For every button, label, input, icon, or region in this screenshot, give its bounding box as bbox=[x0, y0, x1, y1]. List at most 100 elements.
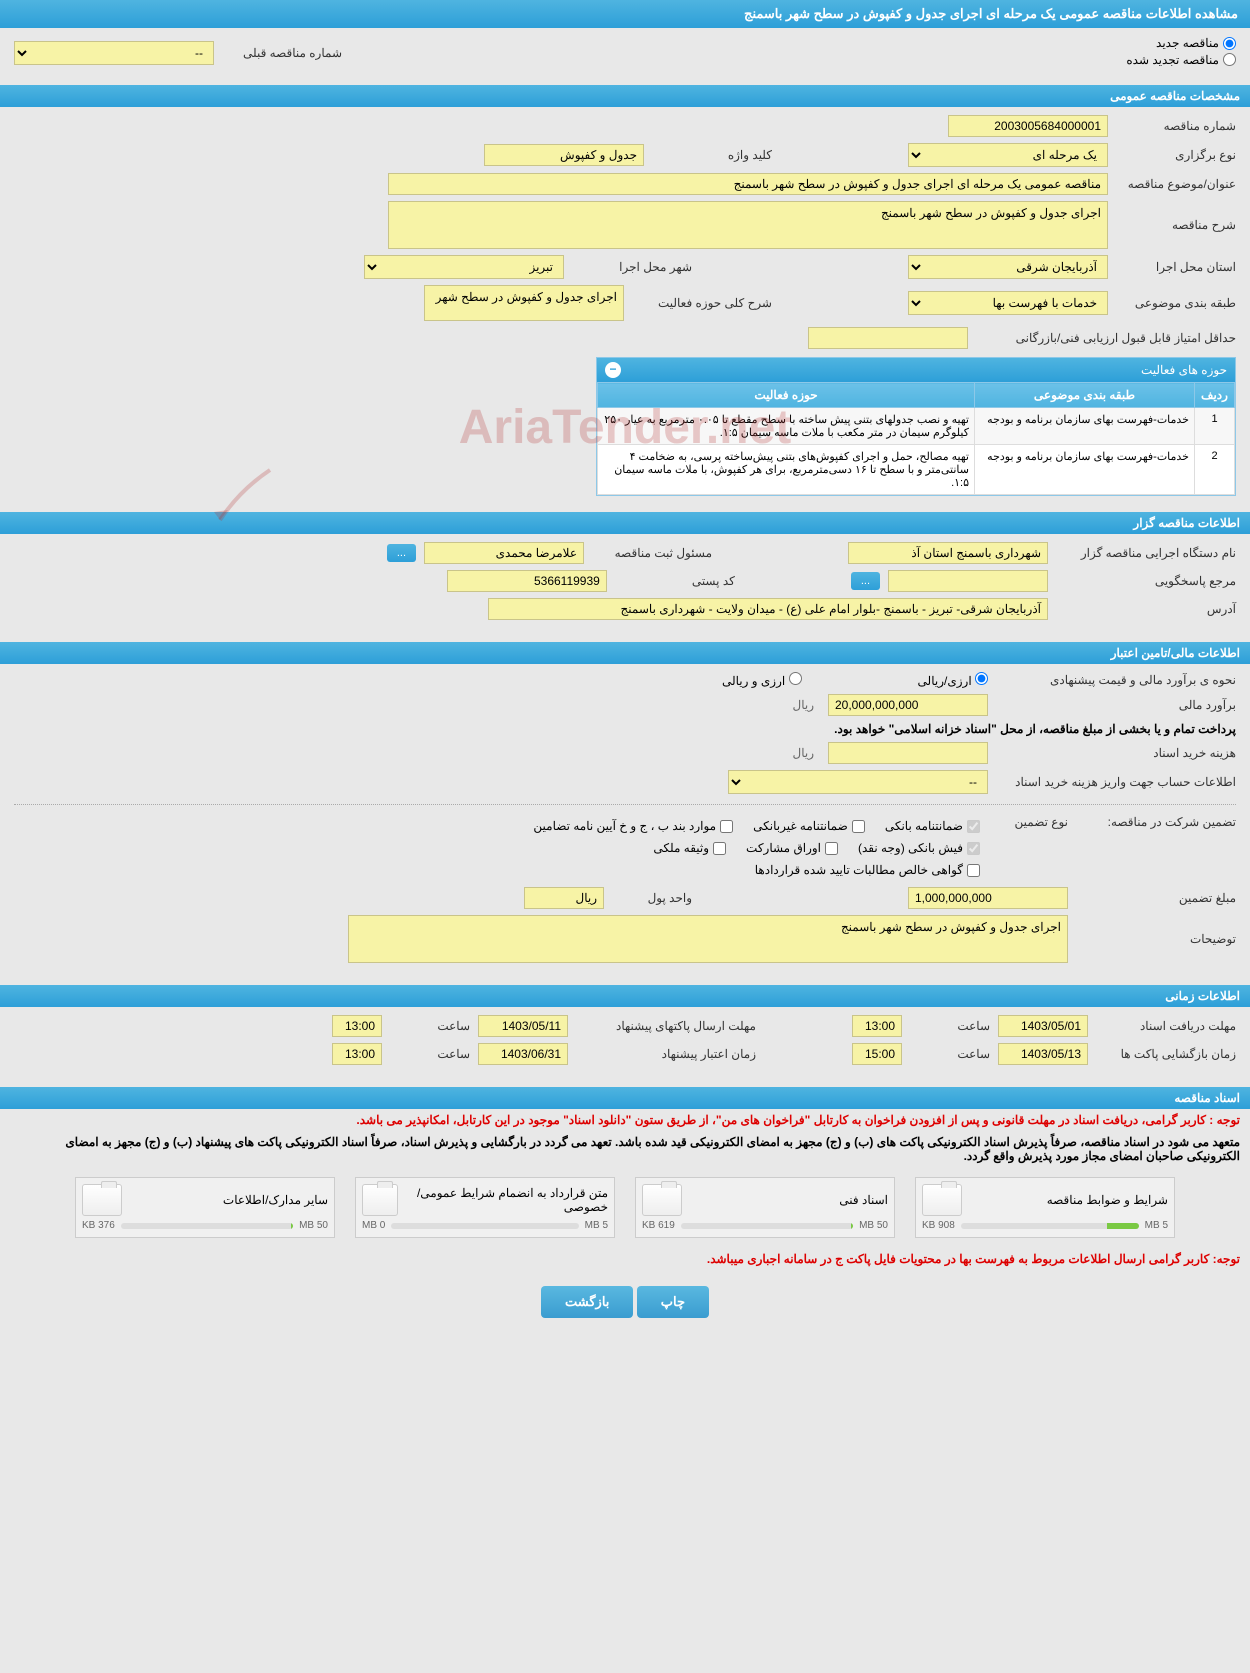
file-max: 50 MB bbox=[859, 1220, 888, 1231]
file-max: 5 MB bbox=[585, 1220, 608, 1231]
deadline-receive-date: 1403/05/01 bbox=[998, 1015, 1088, 1037]
file-max: 50 MB bbox=[299, 1220, 328, 1231]
type-label: نوع برگزاری bbox=[1116, 148, 1236, 162]
progress-bar bbox=[391, 1223, 578, 1229]
page-title: مشاهده اطلاعات مناقصه عمومی یک مرحله ای … bbox=[0, 0, 1250, 28]
file-size: 376 KB bbox=[82, 1220, 115, 1231]
opening-date: 1403/05/13 bbox=[998, 1043, 1088, 1065]
file-name: اسناد فنی bbox=[839, 1193, 888, 1207]
file-card[interactable]: سایر مدارک/اطلاعات 50 MB 376 KB bbox=[75, 1177, 335, 1238]
radio-currency[interactable]: ارزی و ریالی bbox=[722, 672, 802, 688]
city-label: شهر محل اجرا bbox=[572, 260, 692, 274]
guarantee-amount-field: 1,000,000,000 bbox=[908, 887, 1068, 909]
file-size: 908 KB bbox=[922, 1220, 955, 1231]
section-docs: اسناد مناقصه bbox=[0, 1087, 1250, 1109]
section-financial: اطلاعات مالی/تامین اعتبار bbox=[0, 642, 1250, 664]
file-size: 619 KB bbox=[642, 1220, 675, 1231]
contact-label: مرجع پاسخگویی bbox=[1056, 574, 1236, 588]
registrar-field: علامرضا محمدی bbox=[424, 542, 584, 564]
explain-label: توضیحات bbox=[1076, 932, 1236, 946]
type-select[interactable]: یک مرحله ای bbox=[908, 143, 1108, 167]
folder-icon bbox=[362, 1184, 398, 1216]
check-property[interactable]: وثیقه ملکی bbox=[653, 841, 726, 855]
table-row: 1خدمات-فهرست بهای سازمان برنامه و بودجهت… bbox=[598, 408, 1235, 445]
guarantee-amount-label: مبلغ تضمین bbox=[1076, 891, 1236, 905]
deadline-submit-label: مهلت ارسال پاکتهای پیشنهاد bbox=[576, 1019, 756, 1033]
progress-bar bbox=[681, 1223, 853, 1229]
estimate-label: برآورد مالی bbox=[996, 698, 1236, 712]
tender-number-label: شماره مناقصه bbox=[1116, 119, 1236, 133]
deadline-submit-time: 13:00 bbox=[332, 1015, 382, 1037]
keyword-label: کلید واژه bbox=[652, 148, 772, 162]
city-select[interactable]: تبریز bbox=[364, 255, 564, 279]
progress-bar bbox=[961, 1223, 1139, 1229]
account-label: اطلاعات حساب جهت واریز هزینه خرید اسناد bbox=[996, 775, 1236, 789]
tender-number-field: 2003005684000001 bbox=[948, 115, 1108, 137]
minimize-icon[interactable]: − bbox=[605, 362, 621, 378]
registrar-more-button[interactable]: ... bbox=[387, 544, 416, 562]
explain-field: اجرای جدول و کفپوش در سطح شهر باسمنج bbox=[348, 915, 1068, 963]
file-card[interactable]: اسناد فنی 50 MB 619 KB bbox=[635, 1177, 895, 1238]
guarantee-type-label: نوع تضمین bbox=[988, 815, 1068, 829]
deadline-submit-date: 1403/05/11 bbox=[478, 1015, 568, 1037]
file-max: 5 MB bbox=[1145, 1220, 1168, 1231]
file-size: 0 MB bbox=[362, 1220, 385, 1231]
time-label4: ساعت bbox=[390, 1047, 470, 1061]
radio-new-tender[interactable]: مناقصه جدید bbox=[1156, 36, 1236, 50]
min-score-field bbox=[808, 327, 968, 349]
activities-table: حوزه های فعالیت − ردیف طبقه بندی موضوعی … bbox=[596, 357, 1236, 496]
category-select[interactable]: خدمات با فهرست بها bbox=[908, 291, 1108, 315]
file-card[interactable]: متن قرارداد به انضمام شرایط عمومی/خصوصی … bbox=[355, 1177, 615, 1238]
province-select[interactable]: آذربایجان شرقی bbox=[908, 255, 1108, 279]
file-name: شرایط و ضوابط مناقصه bbox=[1047, 1193, 1168, 1207]
deadline-receive-label: مهلت دریافت اسناد bbox=[1096, 1019, 1236, 1033]
col-activity: حوزه فعالیت bbox=[598, 383, 975, 408]
prev-number-label: شماره مناقصه قبلی bbox=[222, 46, 342, 60]
check-other[interactable]: موارد بند ب ، ج و خ آیین نامه تضامین bbox=[533, 819, 733, 833]
radio-new-label: مناقصه جدید bbox=[1156, 36, 1219, 50]
deadline-receive-time: 13:00 bbox=[852, 1015, 902, 1037]
prev-number-select[interactable]: -- bbox=[14, 41, 214, 65]
subject-label: عنوان/موضوع مناقصه bbox=[1116, 177, 1236, 191]
contact-more-button[interactable]: ... bbox=[851, 572, 880, 590]
time-label2: ساعت bbox=[390, 1019, 470, 1033]
back-button[interactable]: بازگشت bbox=[541, 1286, 633, 1318]
progress-bar bbox=[121, 1223, 293, 1229]
activity-desc-field: اجرای جدول و کفپوش در سطح شهر bbox=[424, 285, 624, 321]
check-cash[interactable]: فیش بانکی (وجه نقد) bbox=[858, 841, 980, 855]
black-note: متعهد می شود در اسناد مناقصه، صرفاً پذیر… bbox=[0, 1131, 1250, 1167]
desc-field: اجرای جدول و کفپوش در سطح شهر باسمنج bbox=[388, 201, 1108, 249]
folder-icon bbox=[82, 1184, 122, 1216]
check-bank[interactable]: ضمانتنامه بانکی bbox=[885, 819, 980, 833]
red-note-1: توجه : کاربر گرامی، دریافت اسناد در مهلت… bbox=[0, 1109, 1250, 1131]
currency-unit: ریال bbox=[792, 698, 814, 712]
check-shares[interactable]: اوراق مشارکت bbox=[746, 841, 838, 855]
contact-field bbox=[888, 570, 1048, 592]
doc-cost-field bbox=[828, 742, 988, 764]
file-card[interactable]: شرایط و ضوابط مناقصه 5 MB 908 KB bbox=[915, 1177, 1175, 1238]
address-field: آذربایجان شرقی- تبریز - باسمنج -بلوار ام… bbox=[488, 598, 1048, 620]
registrar-label: مسئول ثبت مناقصه bbox=[592, 546, 712, 560]
file-name: متن قرارداد به انضمام شرایط عمومی/خصوصی bbox=[398, 1186, 608, 1214]
doc-cost-label: هزینه خرید اسناد bbox=[996, 746, 1236, 760]
section-time: اطلاعات زمانی bbox=[0, 985, 1250, 1007]
time-label3: ساعت bbox=[910, 1047, 990, 1061]
print-button[interactable]: چاپ bbox=[637, 1286, 709, 1318]
check-nonbank[interactable]: ضمانتنامه غیربانکی bbox=[753, 819, 865, 833]
table-row: 2خدمات-فهرست بهای سازمان برنامه و بودجهت… bbox=[598, 445, 1235, 495]
col-category: طبقه بندی موضوعی bbox=[975, 383, 1195, 408]
radio-rial[interactable]: ارزی/ریالی bbox=[918, 672, 988, 688]
folder-icon bbox=[922, 1184, 962, 1216]
guarantee-label: تضمین شرکت در مناقصه: bbox=[1076, 815, 1236, 829]
radio-renewed-label: مناقصه تجدید شده bbox=[1126, 53, 1219, 67]
account-select[interactable]: -- bbox=[728, 770, 988, 794]
opening-label: زمان بازگشایی پاکت ها bbox=[1096, 1047, 1236, 1061]
red-note-2: توجه: کاربر گرامی ارسال اطلاعات مربوط به… bbox=[0, 1248, 1250, 1270]
payment-note: پرداخت تمام و یا بخشی از مبلغ مناقصه، از… bbox=[14, 722, 1236, 736]
desc-label: شرح مناقصه bbox=[1116, 218, 1236, 232]
check-contract[interactable]: گواهی خالص مطالبات تایید شده قراردادها bbox=[755, 863, 980, 877]
province-label: استان محل اجرا bbox=[1116, 260, 1236, 274]
radio-renewed-tender[interactable]: مناقصه تجدید شده bbox=[1126, 53, 1236, 67]
estimate-field: 20,000,000,000 bbox=[828, 694, 988, 716]
validity-time: 13:00 bbox=[332, 1043, 382, 1065]
